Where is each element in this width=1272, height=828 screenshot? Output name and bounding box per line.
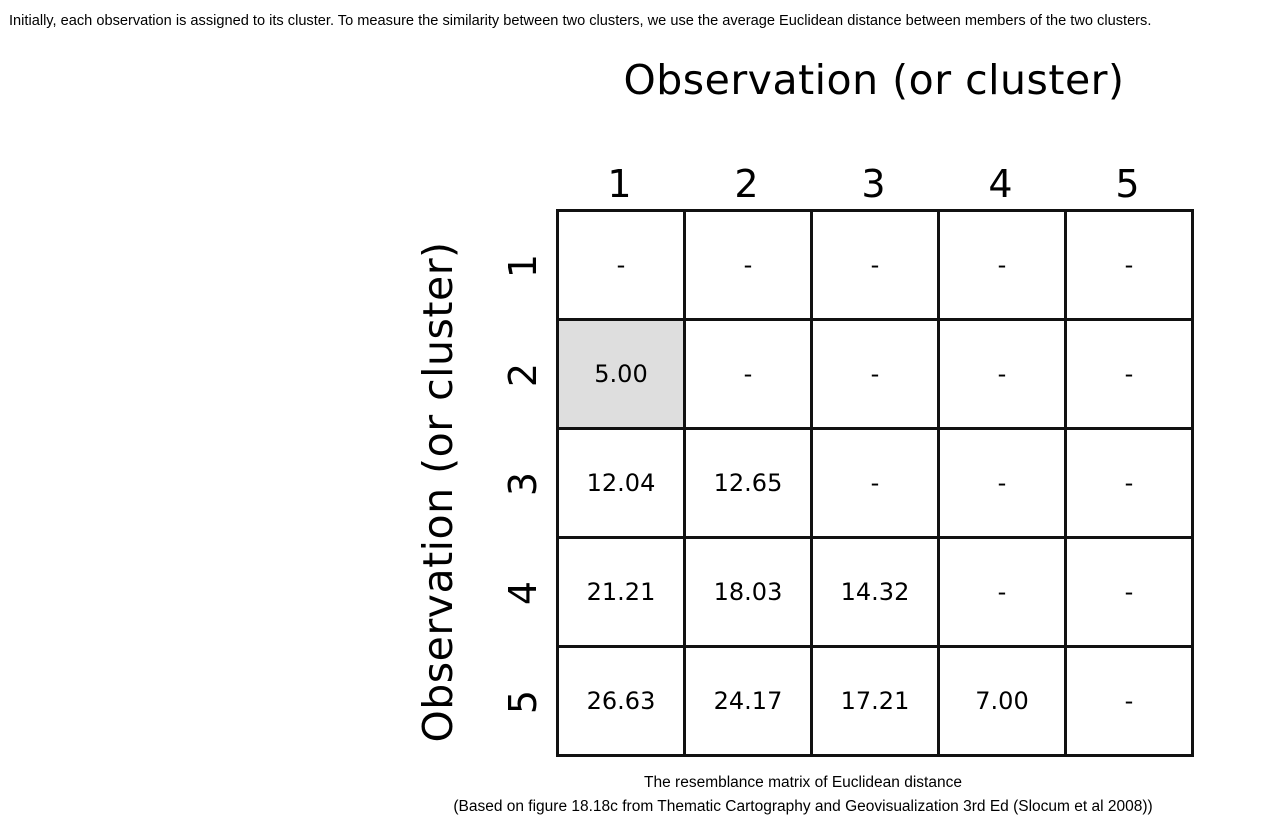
matrix-cell: - bbox=[810, 209, 940, 321]
matrix-cell: - bbox=[937, 209, 1067, 321]
row-label-3: 3 bbox=[501, 430, 545, 538]
column-label-5: 5 bbox=[1115, 162, 1140, 206]
matrix-cell: 18.03 bbox=[683, 536, 813, 648]
matrix-row: 5.00 - - - - bbox=[556, 318, 1194, 430]
row-axis-title: Observation (or cluster) bbox=[414, 241, 462, 743]
matrix-cell: - bbox=[556, 209, 686, 321]
row-label-text: 5 bbox=[501, 689, 545, 715]
row-label-text: 2 bbox=[501, 362, 545, 388]
matrix-cell: - bbox=[1064, 318, 1194, 430]
caption-source: (Based on figure 18.18c from Thematic Ca… bbox=[453, 798, 1153, 815]
resemblance-matrix: - - - - - 5.00 - - - - 12.04 12.65 - - -… bbox=[556, 209, 1194, 757]
matrix-row: - - - - - bbox=[556, 209, 1194, 321]
caption-title: The resemblance matrix of Euclidean dist… bbox=[644, 774, 962, 791]
matrix-cell: - bbox=[810, 427, 940, 539]
column-label-2: 2 bbox=[734, 162, 759, 206]
column-label-3: 3 bbox=[861, 162, 886, 206]
matrix-cell: 26.63 bbox=[556, 645, 686, 757]
matrix-cell: 12.04 bbox=[556, 427, 686, 539]
matrix-cell: 17.21 bbox=[810, 645, 940, 757]
row-label-2: 2 bbox=[501, 321, 545, 429]
row-label-text: 3 bbox=[501, 471, 545, 497]
matrix-cell: 14.32 bbox=[810, 536, 940, 648]
matrix-cell: 24.17 bbox=[683, 645, 813, 757]
matrix-cell: 12.65 bbox=[683, 427, 813, 539]
matrix-cell-highlighted: 5.00 bbox=[556, 318, 686, 430]
column-axis-title: Observation (or cluster) bbox=[623, 56, 1125, 104]
row-label-5: 5 bbox=[501, 648, 545, 756]
matrix-cell: - bbox=[810, 318, 940, 430]
matrix-cell: - bbox=[937, 536, 1067, 648]
matrix-row: 12.04 12.65 - - - bbox=[556, 427, 1194, 539]
column-label-1: 1 bbox=[607, 162, 632, 206]
matrix-row: 21.21 18.03 14.32 - - bbox=[556, 536, 1194, 648]
matrix-cell: - bbox=[1064, 209, 1194, 321]
intro-paragraph: Initially, each observation is assigned … bbox=[9, 13, 1152, 29]
row-label-1: 1 bbox=[501, 212, 545, 320]
matrix-cell: - bbox=[1064, 427, 1194, 539]
matrix-cell: - bbox=[937, 427, 1067, 539]
matrix-cell: 7.00 bbox=[937, 645, 1067, 757]
matrix-cell: - bbox=[683, 209, 813, 321]
matrix-cell: - bbox=[937, 318, 1067, 430]
row-label-text: 4 bbox=[501, 580, 545, 606]
column-label-4: 4 bbox=[988, 162, 1013, 206]
row-label-text: 1 bbox=[501, 253, 545, 279]
matrix-row: 26.63 24.17 17.21 7.00 - bbox=[556, 645, 1194, 757]
matrix-cell: - bbox=[1064, 645, 1194, 757]
row-label-4: 4 bbox=[501, 539, 545, 647]
matrix-cell: - bbox=[1064, 536, 1194, 648]
matrix-cell: 21.21 bbox=[556, 536, 686, 648]
matrix-cell: - bbox=[683, 318, 813, 430]
